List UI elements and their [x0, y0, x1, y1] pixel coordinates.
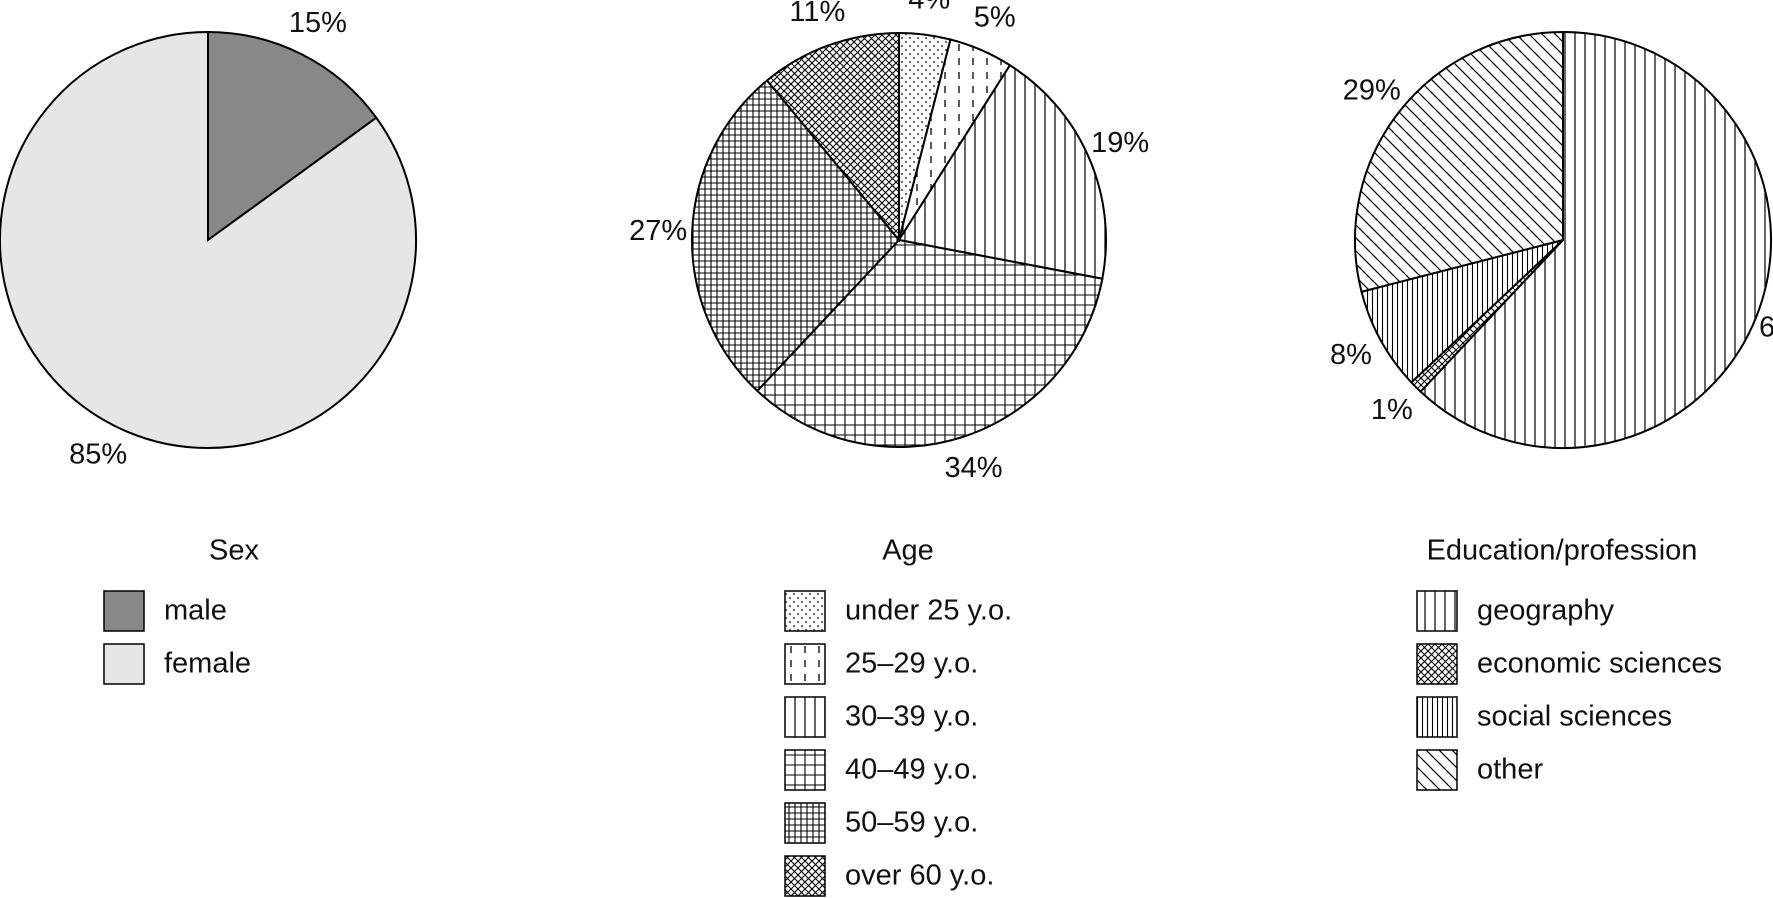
chart-title: Education/profession — [1427, 535, 1698, 567]
slice-label: 15% — [289, 7, 347, 39]
pie-slice — [207, 30, 378, 242]
chart-title: Sex — [209, 535, 259, 567]
legend-label: social sciences — [1477, 701, 1672, 733]
legend-swatch — [103, 590, 145, 632]
legend-label: geography — [1477, 595, 1615, 627]
legend-swatch — [784, 855, 826, 897]
pie-slice — [691, 79, 901, 393]
legend-swatch — [784, 696, 826, 738]
legend-label: 50–59 y.o. — [845, 807, 978, 839]
slice-label: 8% — [1330, 339, 1372, 371]
legend-swatch — [1416, 749, 1458, 791]
slice-label: 5% — [974, 1, 1016, 33]
pie-slice — [755, 238, 1104, 448]
legend-label: economic sciences — [1477, 648, 1722, 680]
legend-label: under 25 y.o. — [845, 595, 1012, 627]
legend-swatch — [1416, 696, 1458, 738]
legend-swatch — [784, 802, 826, 844]
slice-label: 34% — [944, 452, 1002, 484]
pie-slice — [897, 63, 1107, 280]
legend-label: other — [1477, 754, 1543, 786]
slice-label: 19% — [1091, 127, 1149, 159]
legend-label: 40–49 y.o. — [845, 754, 978, 786]
slice-label: 27% — [629, 215, 687, 247]
slice-label: 62% — [1759, 312, 1773, 344]
legend-label: male — [164, 595, 227, 627]
slice-label: 29% — [1343, 74, 1401, 106]
legend-swatch — [784, 749, 826, 791]
legend-label: over 60 y.o. — [845, 860, 994, 892]
slice-label: 4% — [908, 0, 950, 16]
pie-slice — [765, 31, 900, 243]
legend-swatch — [1416, 590, 1458, 632]
legend-label: 25–29 y.o. — [845, 648, 978, 680]
slice-label: 85% — [69, 438, 127, 470]
pie-slice — [1419, 30, 1772, 449]
legend-label: female — [164, 648, 251, 680]
slice-label: 11% — [789, 0, 845, 28]
legend-swatch — [103, 643, 145, 685]
legend-swatch — [1416, 643, 1458, 685]
pie-slice — [0, 30, 417, 449]
pie-slice — [1354, 30, 1564, 293]
pie-slice — [1360, 239, 1564, 384]
legend-swatch — [784, 590, 826, 632]
chart-title: Age — [882, 535, 934, 567]
legend-swatch — [784, 643, 826, 685]
legend-label: 30–39 y.o. — [845, 701, 978, 733]
slice-label: 1% — [1371, 394, 1413, 426]
